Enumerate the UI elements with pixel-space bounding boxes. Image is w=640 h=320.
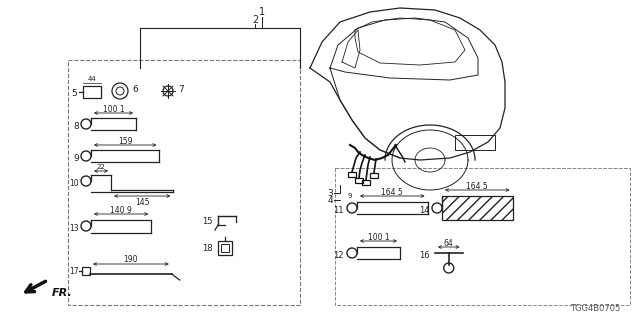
Text: 15: 15	[202, 217, 213, 226]
Bar	[455, 135, 495, 150]
Text: 10: 10	[69, 179, 79, 188]
Text: 140 9: 140 9	[110, 205, 132, 214]
Text: 18: 18	[202, 244, 213, 252]
Text: 16: 16	[419, 251, 430, 260]
Text: 64: 64	[444, 238, 454, 247]
Text: 5: 5	[71, 89, 77, 98]
Text: FR.: FR.	[52, 288, 73, 298]
Bar	[221, 244, 229, 252]
Text: 44: 44	[88, 76, 97, 82]
Text: 9: 9	[348, 193, 352, 199]
Text: 12: 12	[333, 251, 344, 260]
Text: 4: 4	[328, 196, 333, 204]
Text: 14: 14	[419, 205, 430, 214]
Bar	[362, 180, 370, 185]
Text: 22: 22	[97, 164, 106, 170]
Text: 6: 6	[132, 84, 138, 93]
Text: TGG4B0705: TGG4B0705	[570, 304, 620, 313]
Text: 1: 1	[259, 7, 265, 17]
Text: 164 5: 164 5	[467, 181, 488, 190]
Bar	[370, 173, 378, 178]
Text: 100 1: 100 1	[102, 105, 124, 114]
Bar	[68, 60, 300, 305]
Bar	[218, 241, 232, 255]
Text: 2: 2	[252, 15, 258, 25]
Text: 100 1: 100 1	[368, 233, 389, 242]
Text: 7: 7	[178, 84, 184, 93]
Text: 8: 8	[73, 122, 79, 131]
Text: 17: 17	[69, 267, 79, 276]
Bar	[442, 196, 513, 220]
Text: 145: 145	[135, 197, 149, 206]
Bar	[83, 86, 101, 98]
Text: 13: 13	[69, 223, 79, 233]
Bar	[348, 172, 356, 177]
Text: 190: 190	[124, 255, 138, 265]
Text: 159: 159	[118, 137, 132, 146]
Bar	[355, 178, 363, 183]
Text: 164 5: 164 5	[381, 188, 403, 196]
Text: 3: 3	[327, 188, 333, 197]
Text: 11: 11	[333, 205, 344, 214]
Text: 9: 9	[73, 154, 79, 163]
Bar	[82, 267, 90, 275]
Bar	[335, 168, 630, 305]
